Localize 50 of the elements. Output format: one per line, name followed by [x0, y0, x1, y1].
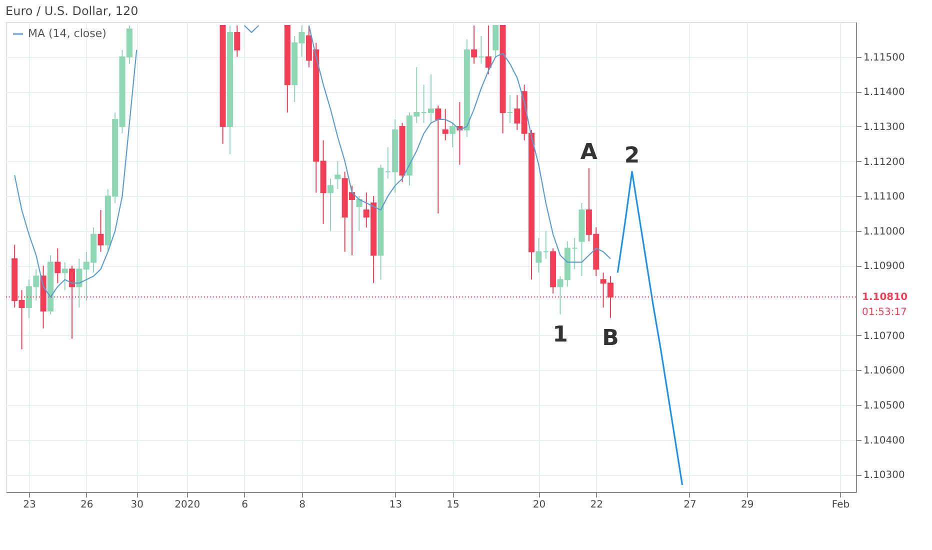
x-tick-label: 27 — [684, 500, 696, 510]
y-tick-label: 1.10600 — [864, 366, 905, 377]
y-tick-label: 1.10500 — [864, 400, 905, 412]
candlestick — [234, 24, 240, 58]
annotation: A — [580, 140, 598, 166]
chart-title: Euro / U.S. Dollar, 120 — [6, 4, 138, 18]
text: 01:53:17 — [862, 307, 907, 318]
legend-label: MA (14, close) — [28, 27, 106, 40]
annotation: 1 — [552, 322, 568, 348]
candlestick — [471, 24, 478, 64]
candlestick — [536, 237, 542, 274]
candlestick — [485, 24, 492, 75]
candlestick — [62, 262, 68, 291]
candlestick — [450, 122, 456, 148]
candlestick — [435, 105, 442, 214]
y-tick-label: 1.11100 — [864, 192, 905, 203]
candlestick — [478, 35, 484, 64]
y-tick-label: 1.11300 — [864, 122, 905, 133]
x-tick-label: 22 — [590, 500, 603, 510]
x-tick-label: 23 — [23, 500, 36, 510]
y-tick-label: 1.10900 — [864, 261, 905, 272]
x-tick-label: 13 — [389, 500, 402, 510]
candlestick — [442, 108, 448, 141]
x-tick-label: 29 — [741, 500, 754, 510]
y-tick-label: 1.11500 — [864, 52, 905, 64]
candlestick — [506, 94, 513, 124]
y-tick-label: 1.11400 — [864, 87, 905, 98]
x-tick-label: Feb — [832, 500, 850, 510]
x-tick-label: 20 — [532, 500, 546, 510]
candlestick — [334, 160, 341, 190]
x-tick-label: 2020 — [174, 500, 200, 510]
annotation: B — [602, 326, 619, 351]
y-tick-label: 1.11000 — [864, 226, 905, 238]
x-tick-label: 30 — [130, 500, 144, 510]
annotation: 2 — [624, 144, 640, 169]
ref-line-label: 1.10810 — [862, 292, 908, 304]
y-tick-label: 1.11200 — [864, 156, 905, 168]
candlestick — [542, 230, 549, 260]
x-tick-label: 15 — [446, 500, 460, 510]
x-tick-label: 8 — [299, 500, 306, 510]
line-series — [616, 170, 684, 486]
candlestick — [98, 210, 104, 252]
candlestick — [327, 178, 334, 232]
x-tick-label: 26 — [80, 500, 94, 510]
candlestick — [356, 196, 362, 232]
y-tick-label: 1.10700 — [864, 330, 905, 342]
x-tick-label: 6 — [242, 500, 248, 510]
candlestick — [54, 248, 61, 284]
y-tick-label: 1.10300 — [864, 470, 905, 482]
y-tick-label: 1.10400 — [864, 435, 905, 446]
